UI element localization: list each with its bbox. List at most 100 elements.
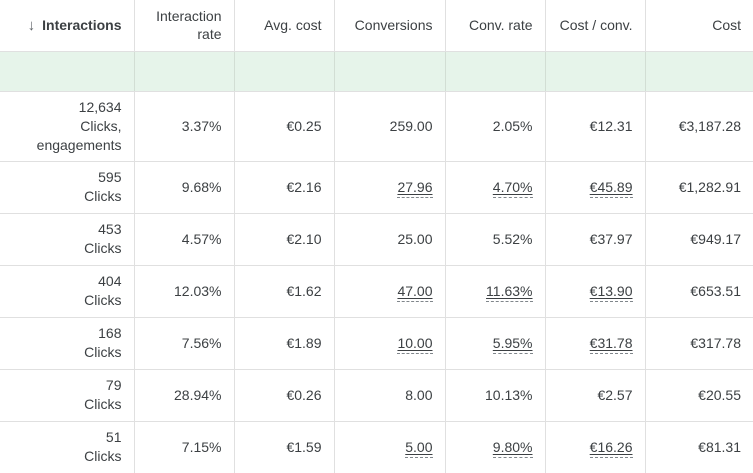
- column-header-avg-cost[interactable]: Avg. cost: [233, 0, 334, 52]
- metric-value: 259.00: [389, 117, 433, 134]
- metric-value: 2.05%: [492, 117, 533, 134]
- metric-value: €0.25: [286, 117, 322, 134]
- adjusted-value[interactable]: 11.63%: [486, 282, 533, 302]
- summary-cell: [233, 51, 334, 92]
- adjusted-value[interactable]: €31.78: [589, 334, 633, 354]
- interactions-count: 79: [105, 377, 122, 393]
- adjusted-value[interactable]: 47.00: [397, 282, 433, 302]
- column-header-label: Interaction rate: [156, 8, 222, 43]
- metric-value: €1.59: [286, 438, 322, 455]
- cell-cost-per-conv: €37.97: [544, 213, 645, 266]
- cell-cost: €1,282.91: [644, 161, 753, 214]
- cell-cost: €949.17: [644, 213, 753, 266]
- column-header-cost[interactable]: Cost: [644, 0, 753, 52]
- interactions-count: 595: [98, 169, 122, 185]
- table-row: 168 Clicks 7.56% €1.89 10.00 5.95% €31.78 €317.…: [0, 317, 753, 370]
- column-header-interactions[interactable]: ↓ Interactions: [0, 0, 134, 52]
- cell-interaction-rate: 28.94%: [133, 369, 234, 422]
- cell-conversions: 47.00: [333, 265, 445, 318]
- interactions-count: 404: [98, 273, 122, 289]
- adjusted-value[interactable]: 5.95%: [492, 334, 533, 354]
- summary-cell: [644, 51, 753, 92]
- metric-value: €2.16: [286, 178, 322, 195]
- metric-value: €2.57: [597, 386, 633, 403]
- cell-conv-rate: 11.63%: [444, 265, 545, 318]
- adjusted-value[interactable]: 10.00: [397, 334, 433, 354]
- metric-value: €1.62: [286, 282, 322, 299]
- summary-cell: [133, 51, 234, 92]
- cell-interaction-rate: 7.56%: [133, 317, 234, 370]
- column-header-label: Cost / conv.: [559, 17, 633, 34]
- column-header-conversions[interactable]: Conversions: [333, 0, 445, 52]
- adjusted-value[interactable]: €16.26: [589, 438, 633, 458]
- metric-value: €2.10: [286, 230, 322, 247]
- metric-value: €1.89: [286, 334, 322, 351]
- interactions-count: 453: [98, 221, 122, 237]
- cell-conversions: 25.00: [333, 213, 445, 266]
- metric-value: €20.55: [698, 386, 741, 403]
- header-row: ↓ Interactions Interaction rate Avg. cost Co…: [0, 0, 753, 52]
- cell-cost-per-conv: €16.26: [544, 421, 645, 473]
- cell-interaction-rate: 4.57%: [133, 213, 234, 266]
- adjusted-value[interactable]: €45.89: [589, 178, 633, 198]
- cell-conversions: 8.00: [333, 369, 445, 422]
- cell-interaction-rate: 3.37%: [133, 91, 234, 162]
- adjusted-value[interactable]: 27.96: [397, 178, 433, 198]
- metric-value: €653.51: [690, 282, 741, 299]
- cell-avg-cost: €2.16: [233, 161, 334, 214]
- column-header-label: Cost: [712, 17, 741, 34]
- cell-conversions: 27.96: [333, 161, 445, 214]
- interactions-count: 168: [98, 325, 122, 341]
- cell-cost: €81.31: [644, 421, 753, 473]
- table-row: 595 Clicks 9.68% €2.16 27.96 4.70% €45.89 €1,28…: [0, 161, 753, 214]
- column-header-cost-per-conv[interactable]: Cost / conv.: [544, 0, 645, 52]
- cell-conversions: 5.00: [333, 421, 445, 473]
- metric-value: €949.17: [690, 230, 741, 247]
- summary-cell: [544, 51, 645, 92]
- interactions-type-label: Clicks, engagements: [36, 117, 122, 153]
- interactions-type-label: Clicks: [84, 292, 122, 308]
- cell-interaction-rate: 12.03%: [133, 265, 234, 318]
- column-header-conv-rate[interactable]: Conv. rate: [444, 0, 545, 52]
- cell-cost: €3,187.28: [644, 91, 753, 162]
- cell-conv-rate: 2.05%: [444, 91, 545, 162]
- cell-conv-rate: 4.70%: [444, 161, 545, 214]
- cell-conv-rate: 10.13%: [444, 369, 545, 422]
- adjusted-value[interactable]: 5.00: [405, 438, 433, 458]
- table-row: 12,634 Clicks, engagements 3.37% €0.25 259.0…: [0, 91, 753, 162]
- metric-value: 28.94%: [174, 386, 222, 403]
- metric-value: 10.13%: [485, 386, 533, 403]
- sort-descending-icon: ↓: [27, 16, 36, 34]
- metric-value: €12.31: [589, 117, 633, 134]
- metric-value: 5.52%: [492, 230, 533, 247]
- metric-value: 4.57%: [181, 230, 222, 247]
- adjusted-value[interactable]: 4.70%: [492, 178, 533, 198]
- summary-cell: [333, 51, 445, 92]
- adjusted-value[interactable]: €13.90: [589, 282, 633, 302]
- metric-value: €317.78: [690, 334, 741, 351]
- cell-avg-cost: €1.62: [233, 265, 334, 318]
- interactions-type-label: Clicks: [84, 188, 122, 204]
- interactions-count: 12,634: [78, 98, 122, 115]
- table-row: 51 Clicks 7.15% €1.59 5.00 9.80% €16.26 €81.31: [0, 421, 753, 473]
- cell-interactions: 595 Clicks: [0, 161, 134, 214]
- cell-conversions: 259.00: [333, 91, 445, 162]
- metric-value: €3,187.28: [678, 117, 741, 134]
- adjusted-value[interactable]: 9.80%: [492, 438, 533, 458]
- summary-cell: [0, 51, 134, 92]
- column-header-label: Conversions: [354, 17, 433, 34]
- cell-interactions: 453 Clicks: [0, 213, 134, 266]
- column-header-label: Conv. rate: [468, 17, 533, 34]
- cell-cost-per-conv: €31.78: [544, 317, 645, 370]
- table-row: 453 Clicks 4.57% €2.10 25.00 5.52% €37.97 €949.…: [0, 213, 753, 266]
- column-header-interaction-rate[interactable]: Interaction rate: [133, 0, 234, 52]
- cell-interactions: 12,634 Clicks, engagements: [0, 91, 134, 162]
- interactions-type-label: Clicks: [84, 396, 122, 412]
- table-row: 404 Clicks 12.03% €1.62 47.00 11.63% €13.90 €65…: [0, 265, 753, 318]
- cell-avg-cost: €1.89: [233, 317, 334, 370]
- cell-cost-per-conv: €45.89: [544, 161, 645, 214]
- metric-value: 9.68%: [181, 178, 222, 195]
- metric-value: €81.31: [698, 438, 741, 455]
- metric-value: 12.03%: [174, 282, 222, 299]
